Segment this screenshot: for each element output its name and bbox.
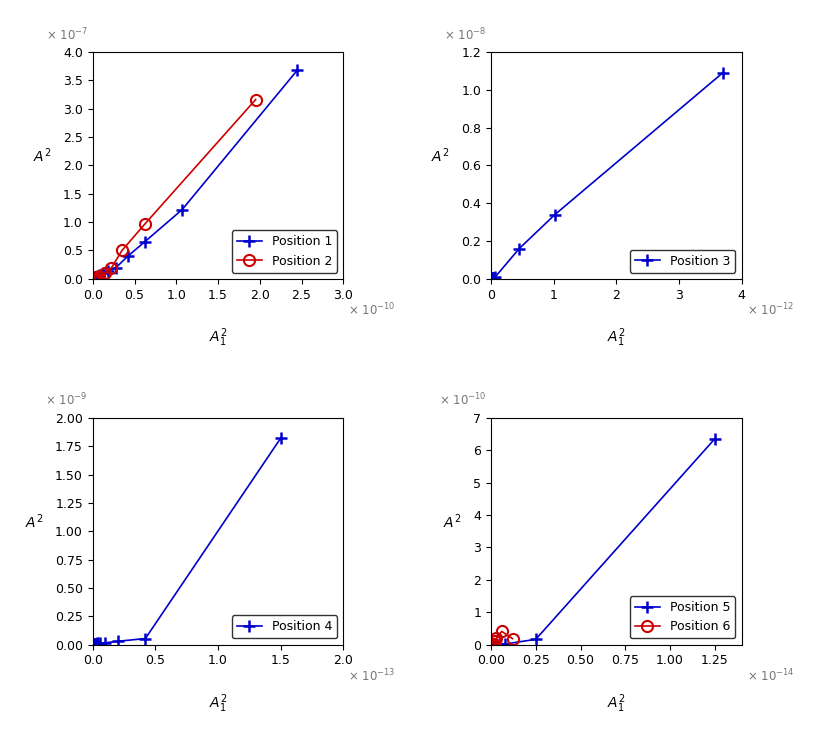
Line: Position 5: Position 5 [486,434,719,650]
Position 2 [89,273,99,282]
X-axis label: $A_1^2$: $A_1^2$ [606,693,625,715]
Position 4 [89,639,99,648]
Text: $\times\ 10^{-8}$: $\times\ 10^{-8}$ [443,27,486,43]
Position 5 [495,639,505,648]
Position 1 [123,252,133,260]
Position 2 [251,95,260,104]
Position 1 [292,66,302,75]
Position 3 [550,210,559,219]
Position 3 [489,273,499,282]
Position 4 [93,639,102,648]
X-axis label: $A_1^2$: $A_1^2$ [606,326,625,349]
Position 5 [487,640,497,649]
Text: $\times\ 10^{-7}$: $\times\ 10^{-7}$ [46,27,88,43]
Position 2 [92,272,102,281]
Position 2 [139,220,149,229]
Text: $\times\ 10^{-10}$: $\times\ 10^{-10}$ [438,392,486,408]
Position 3 [717,68,726,77]
Position 6 [496,627,506,636]
Position 3 [487,274,497,283]
Text: $\times\ 10^{-12}$: $\times\ 10^{-12}$ [745,301,793,318]
Position 4 [92,639,102,648]
Position 1 [97,269,107,278]
Position 4 [113,637,123,646]
Position 3 [488,273,498,282]
Position 1 [94,271,104,280]
Position 6 [507,634,517,643]
Y-axis label: $A^2$: $A^2$ [443,513,461,531]
Y-axis label: $A^2$: $A^2$ [25,513,43,531]
Legend: Position 1, Position 2: Position 1, Position 2 [232,230,337,272]
Position 5 [500,639,509,648]
Position 6 [491,634,500,643]
Line: Position 4: Position 4 [88,433,286,650]
Line: Position 6: Position 6 [486,626,518,650]
Line: Position 2: Position 2 [88,94,260,284]
Text: $\times\ 10^{-10}$: $\times\ 10^{-10}$ [348,301,396,318]
Position 5 [491,640,500,649]
Legend: Position 3: Position 3 [629,249,735,272]
Line: Position 3: Position 3 [485,67,727,284]
Position 5 [488,640,498,649]
Position 6 [489,637,499,646]
Position 4 [140,634,150,643]
Position 1 [111,263,121,272]
Position 3 [486,274,496,283]
Position 5 [530,635,540,644]
Position 5 [709,434,719,443]
Position 3 [486,274,496,283]
Position 4 [91,639,101,648]
Position 2 [88,274,98,283]
Position 5 [486,640,496,649]
X-axis label: $A_1^2$: $A_1^2$ [209,326,227,349]
Position 1 [88,274,98,283]
Position 3 [486,275,495,283]
Y-axis label: $A^2$: $A^2$ [431,147,449,166]
Position 2 [100,269,110,278]
Position 4 [89,640,99,649]
Legend: Position 4: Position 4 [232,616,337,639]
Text: $\times\ 10^{-9}$: $\times\ 10^{-9}$ [45,392,88,408]
Position 1 [89,274,99,283]
Position 4 [275,434,285,443]
Position 3 [514,244,523,253]
Position 6 [488,639,498,648]
Legend: Position 5, Position 6: Position 5, Position 6 [629,596,735,639]
X-axis label: $A_1^2$: $A_1^2$ [209,693,227,715]
Position 2 [88,274,98,283]
Line: Position 1: Position 1 [88,64,302,284]
Position 2 [117,246,127,255]
Text: $\times\ 10^{-13}$: $\times\ 10^{-13}$ [348,667,396,684]
Position 1 [88,275,98,283]
Position 1 [102,267,112,276]
Position 6 [486,640,496,649]
Text: $\times\ 10^{-14}$: $\times\ 10^{-14}$ [745,667,794,684]
Position 1 [177,205,187,214]
Position 2 [106,264,116,273]
Position 1 [90,273,100,282]
Position 4 [100,639,110,648]
Position 4 [88,640,98,649]
Position 1 [92,272,102,281]
Position 5 [489,640,499,649]
Position 3 [486,274,496,283]
Position 4 [90,639,100,648]
Position 3 [487,273,497,282]
Position 6 [487,640,497,649]
Position 4 [95,639,105,648]
Position 2 [90,273,100,282]
Y-axis label: $A^2$: $A^2$ [33,147,52,166]
Position 2 [94,272,104,280]
Position 1 [139,238,149,246]
